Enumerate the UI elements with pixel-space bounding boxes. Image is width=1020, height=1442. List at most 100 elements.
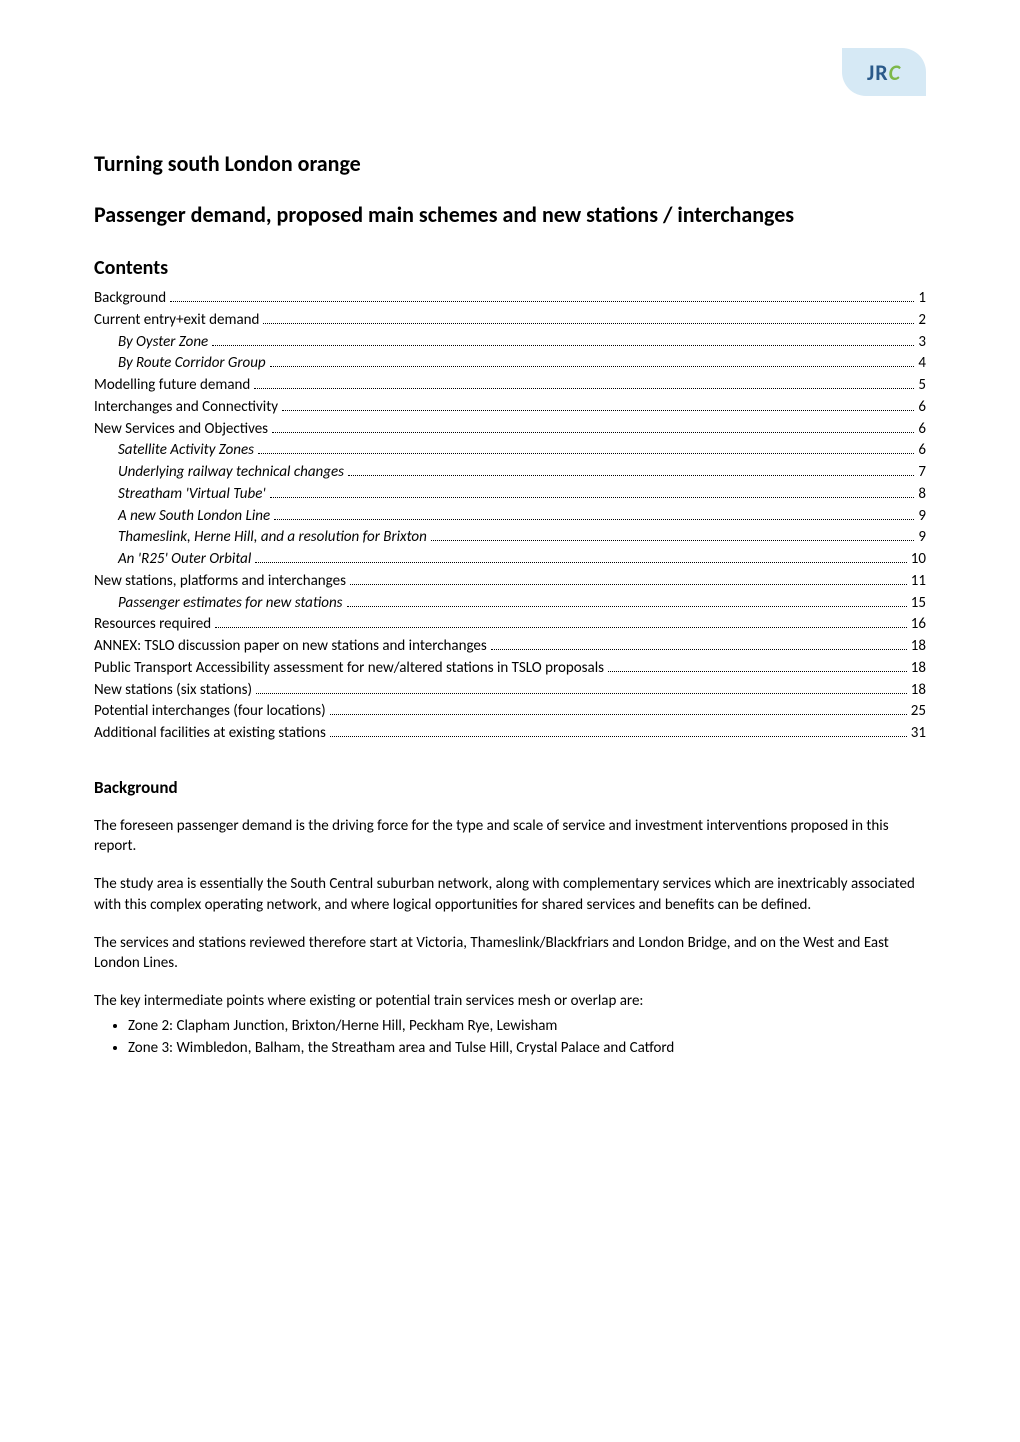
toc-leader-dots <box>274 519 914 520</box>
toc-label: Modelling future demand <box>94 375 250 397</box>
logo-jr: JR <box>867 59 889 86</box>
toc-page-number: 15 <box>911 593 926 615</box>
toc-leader-dots <box>215 627 907 628</box>
toc-row: ANNEX: TSLO discussion paper on new stat… <box>94 636 926 658</box>
background-p4: The key intermediate points where existi… <box>94 991 926 1011</box>
toc-page-number: 16 <box>911 614 926 636</box>
toc-leader-dots <box>254 388 914 389</box>
list-item: Zone 3: Wimbledon, Balham, the Streatham… <box>128 1038 926 1058</box>
toc-page-number: 11 <box>911 571 926 593</box>
background-p3: The services and stations reviewed there… <box>94 933 926 974</box>
toc-page-number: 7 <box>918 462 926 484</box>
toc-leader-dots <box>608 671 907 672</box>
list-item: Zone 2: Clapham Junction, Brixton/Herne … <box>128 1016 926 1036</box>
toc-row: An 'R25' Outer Orbital 10 <box>94 549 926 571</box>
toc-leader-dots <box>263 323 914 324</box>
toc-leader-dots <box>350 584 907 585</box>
toc-leader-dots <box>258 453 914 454</box>
page-title: Turning south London orange <box>94 150 926 177</box>
toc-label: Passenger estimates for new stations <box>94 593 343 615</box>
toc-row: Passenger estimates for new stations 15 <box>94 593 926 615</box>
toc-page-number: 1 <box>918 288 926 310</box>
toc-row: Background 1 <box>94 288 926 310</box>
toc-row: A new South London Line 9 <box>94 506 926 528</box>
toc-row: Potential interchanges (four locations) 2… <box>94 701 926 723</box>
toc-row: Public Transport Accessibility assessmen… <box>94 658 926 680</box>
toc-leader-dots <box>330 714 907 715</box>
toc-leader-dots <box>170 301 914 302</box>
toc-label: New stations (six stations) <box>94 680 252 702</box>
toc-label: Thameslink, Herne Hill, and a resolution… <box>94 527 427 549</box>
toc-leader-dots <box>282 410 914 411</box>
toc-row: Thameslink, Herne Hill, and a resolution… <box>94 527 926 549</box>
toc-page-number: 9 <box>918 506 926 528</box>
toc-page-number: 31 <box>911 723 926 745</box>
toc-label: New stations, platforms and interchanges <box>94 571 346 593</box>
toc-label: Additional facilities at existing statio… <box>94 723 326 745</box>
toc-page-number: 6 <box>918 440 926 462</box>
toc-page-number: 9 <box>918 527 926 549</box>
toc-row: Satellite Activity Zones6 <box>94 440 926 462</box>
toc-row: Interchanges and Connectivity 6 <box>94 397 926 419</box>
toc-label: Current entry+exit demand <box>94 310 259 332</box>
toc-page-number: 5 <box>918 375 926 397</box>
toc-row: New Services and Objectives 6 <box>94 419 926 441</box>
toc-label: ANNEX: TSLO discussion paper on new stat… <box>94 636 487 658</box>
toc-leader-dots <box>272 432 914 433</box>
toc-page-number: 25 <box>911 701 926 723</box>
toc-leader-dots <box>212 345 914 346</box>
toc-page-number: 2 <box>918 310 926 332</box>
logo-c: C <box>889 59 901 86</box>
toc-page-number: 18 <box>911 636 926 658</box>
toc-row: New stations (six stations) 18 <box>94 680 926 702</box>
toc-leader-dots <box>491 649 907 650</box>
toc-label: Potential interchanges (four locations) <box>94 701 326 723</box>
toc-leader-dots <box>347 606 907 607</box>
table-of-contents: Background1Current entry+exit demand2By … <box>94 288 926 745</box>
toc-leader-dots <box>330 736 907 737</box>
contents-heading: Contents <box>94 256 926 280</box>
toc-row: Modelling future demand 5 <box>94 375 926 397</box>
toc-page-number: 4 <box>918 353 926 375</box>
toc-leader-dots <box>270 497 915 498</box>
toc-row: By Oyster Zone 3 <box>94 332 926 354</box>
toc-leader-dots <box>255 562 906 563</box>
logo: JRC <box>842 48 926 96</box>
background-heading: Background <box>94 777 926 798</box>
toc-label: By Route Corridor Group <box>94 353 266 375</box>
toc-row: Resources required 16 <box>94 614 926 636</box>
toc-page-number: 8 <box>918 484 926 506</box>
toc-page-number: 6 <box>918 419 926 441</box>
toc-row: Streatham 'Virtual Tube' 8 <box>94 484 926 506</box>
toc-label: An 'R25' Outer Orbital <box>94 549 251 571</box>
toc-page-number: 10 <box>911 549 926 571</box>
toc-page-number: 18 <box>911 658 926 680</box>
background-p1: The foreseen passenger demand is the dri… <box>94 816 926 857</box>
toc-label: New Services and Objectives <box>94 419 268 441</box>
toc-leader-dots <box>270 366 915 367</box>
toc-row: Additional facilities at existing statio… <box>94 723 926 745</box>
logo-shape: JRC <box>842 48 926 96</box>
logo-text: JRC <box>867 59 901 86</box>
toc-page-number: 6 <box>918 397 926 419</box>
toc-row: New stations, platforms and interchanges… <box>94 571 926 593</box>
toc-leader-dots <box>348 475 914 476</box>
toc-leader-dots <box>256 693 907 694</box>
background-p2: The study area is essentially the South … <box>94 874 926 915</box>
toc-page-number: 3 <box>918 332 926 354</box>
toc-label: Resources required <box>94 614 211 636</box>
toc-page-number: 18 <box>911 680 926 702</box>
toc-label: Background <box>94 288 166 310</box>
toc-leader-dots <box>431 540 915 541</box>
toc-label: Underlying railway technical changes <box>94 462 344 484</box>
toc-label: Public Transport Accessibility assessmen… <box>94 658 604 680</box>
toc-label: Interchanges and Connectivity <box>94 397 278 419</box>
toc-label: By Oyster Zone <box>94 332 208 354</box>
toc-label: Streatham 'Virtual Tube' <box>94 484 266 506</box>
toc-row: Underlying railway technical changes 7 <box>94 462 926 484</box>
page-subtitle: Passenger demand, proposed main schemes … <box>94 201 926 228</box>
toc-row: By Route Corridor Group 4 <box>94 353 926 375</box>
toc-row: Current entry+exit demand 2 <box>94 310 926 332</box>
background-bullets: Zone 2: Clapham Junction, Brixton/Herne … <box>94 1016 926 1059</box>
toc-label: A new South London Line <box>94 506 270 528</box>
